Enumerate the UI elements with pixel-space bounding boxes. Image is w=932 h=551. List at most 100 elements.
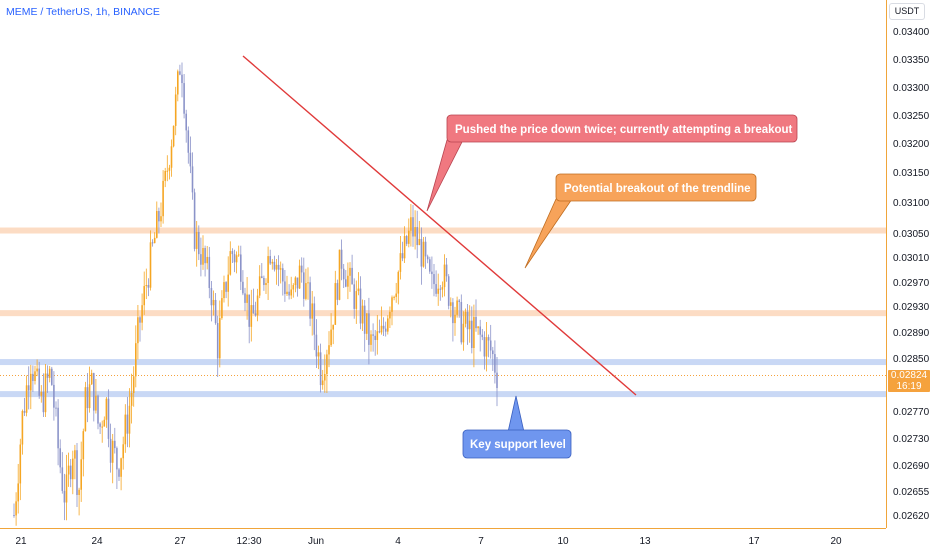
time-tick-label: 24 (91, 536, 103, 547)
horizontal-level-4[interactable] (0, 391, 886, 398)
candle-body (275, 264, 278, 270)
candle-body (466, 311, 469, 330)
callout-resistance-text: Pushed the price down twice; currently a… (455, 124, 793, 136)
candle-body (376, 331, 379, 340)
candle-body (74, 450, 76, 459)
price-tick-label: 0.02930 (893, 302, 930, 313)
candle-body (338, 249, 341, 300)
candle-body (351, 267, 353, 285)
candle-body (183, 83, 185, 114)
candle-body (27, 385, 30, 391)
time-tick-label: 27 (174, 536, 186, 547)
candle-body (248, 294, 250, 327)
candle-body (372, 334, 374, 336)
candle-body (492, 350, 494, 355)
candle-body (61, 467, 64, 491)
candle-body (391, 297, 393, 312)
candle-body (279, 268, 282, 270)
time-tick-label: 12:30 (236, 536, 261, 547)
candle-body (340, 249, 343, 269)
candle-body (464, 311, 467, 324)
candle-body (324, 374, 326, 381)
candle-body (326, 354, 328, 375)
candle-body (51, 368, 53, 385)
candle-body (126, 414, 129, 434)
price-axis[interactable]: 0.03400 0.03350 0.03300 0.03250 0.03200 0.031… (886, 0, 932, 528)
horizontal-level-2[interactable] (0, 310, 886, 317)
time-tick-label: 13 (639, 536, 651, 547)
candle-body (296, 277, 299, 289)
candle-body (431, 271, 433, 275)
candle-body (223, 282, 225, 299)
candle-body (80, 459, 82, 490)
candle-body (315, 334, 318, 357)
candle-body (23, 410, 26, 413)
currency-selector[interactable]: USDT (889, 3, 925, 20)
candle-body (426, 256, 429, 260)
candle-body (189, 152, 192, 167)
candle-body (485, 337, 488, 357)
candle-body (319, 352, 322, 386)
callout-breakout-box (555, 173, 757, 202)
candle-body (97, 395, 99, 424)
callout-resistance-pointer (426, 139, 464, 212)
candle-body (135, 343, 137, 377)
candle-body (256, 295, 259, 316)
candle-body (19, 444, 22, 484)
candle-body (229, 251, 232, 275)
price-tick-label: 0.02890 (893, 328, 930, 339)
candle-body (494, 354, 496, 373)
candle-body (300, 265, 303, 273)
candle-body (193, 192, 196, 249)
candle-body (25, 385, 28, 413)
candle-body (475, 316, 477, 329)
time-axis[interactable]: 21 24 27 12:30 Jun 4 7 10 13 17 20 (0, 528, 886, 551)
callout-breakout[interactable]: Potential breakout of the trendline (524, 173, 757, 269)
candle-body (403, 236, 406, 259)
callout-resistance[interactable]: Pushed the price down twice; currently a… (426, 114, 798, 212)
candle-body (462, 323, 465, 343)
candle-body (334, 283, 337, 325)
candle-body (181, 74, 183, 84)
candle-body (235, 255, 238, 263)
price-tick-label: 0.03150 (893, 168, 930, 179)
candle-body (479, 326, 481, 335)
candle-body (483, 337, 486, 357)
candle-body (240, 254, 242, 282)
candle-body (437, 288, 439, 294)
candle-body (273, 261, 276, 270)
candle-body (65, 474, 68, 503)
horizontal-level-1[interactable] (0, 227, 886, 234)
candle-body (435, 284, 437, 294)
candle-body (139, 317, 141, 323)
candle-body (40, 391, 43, 396)
last-price-tag: 0.02824 16:19 (888, 369, 930, 392)
candle-body (366, 313, 368, 334)
candle-body (447, 276, 450, 306)
callout-resistance-box (446, 114, 798, 143)
candle-body (254, 313, 257, 316)
price-tick-label: 0.03010 (893, 253, 930, 264)
price-tick-label: 0.03200 (893, 139, 930, 150)
horizontal-level-3[interactable] (0, 359, 886, 366)
candle-body (170, 146, 173, 168)
candle-body (143, 286, 145, 306)
candle-body (53, 384, 55, 408)
candle-body (55, 407, 57, 409)
candle-body (153, 237, 156, 244)
price-chart-plot[interactable]: Pushed the price down twice; currently a… (0, 0, 886, 528)
candle-body (258, 276, 261, 296)
candle-body (202, 248, 204, 265)
candle-body (359, 288, 362, 324)
candle-body (195, 231, 198, 249)
candle-body (48, 368, 51, 378)
callout-support[interactable]: Key support level (462, 395, 572, 459)
candle-body (422, 241, 425, 267)
candle-body (336, 283, 339, 300)
candle-body (162, 180, 164, 217)
candle-body (63, 490, 66, 503)
descending-trendline[interactable] (242, 55, 637, 396)
time-tick-label: Jun (308, 536, 324, 547)
candle-body (32, 373, 34, 382)
candle-body (111, 440, 114, 463)
